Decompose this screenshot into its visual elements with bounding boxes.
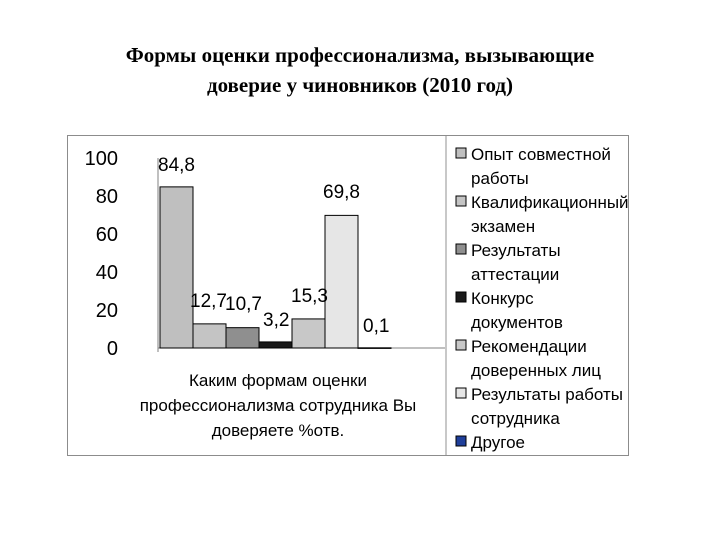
bar-3 bbox=[225, 327, 260, 349]
legend-swatch-7 bbox=[455, 435, 467, 447]
y-tick-label: 100 bbox=[85, 148, 118, 170]
legend-label: Квалификационный bbox=[471, 193, 628, 212]
bar-2 bbox=[192, 323, 227, 349]
data-label: 84,8 bbox=[158, 155, 195, 176]
y-tick-label: 0 bbox=[107, 338, 118, 360]
slide-title-line-1: Формы оценки профессионализма, вызывающи… bbox=[125, 43, 595, 67]
bar-4 bbox=[258, 341, 293, 349]
y-tick-label: 20 bbox=[96, 300, 118, 322]
data-label: 12,7 bbox=[190, 291, 227, 312]
legend-label: экзамен bbox=[471, 217, 535, 236]
x-axis-title-line: доверяете %отв. bbox=[212, 421, 345, 440]
legend-swatch-4 bbox=[455, 291, 467, 303]
legend-swatch-3 bbox=[455, 243, 467, 255]
bar-1 bbox=[159, 186, 194, 349]
chart-frame: 0 20 40 60 80 100 84,8 12,7 10,7 3,2 15,3 69,8 0,1 Ка… bbox=[67, 135, 629, 456]
legend-label: Результаты работы bbox=[471, 385, 623, 404]
legend-swatch-5 bbox=[455, 339, 467, 351]
legend-label: работы bbox=[471, 169, 529, 188]
slide-title: Формы оценки профессионализма, вызывающи… bbox=[40, 40, 680, 100]
x-axis-title-line: Каким формам оценки bbox=[189, 371, 367, 390]
legend-label: документов bbox=[471, 313, 563, 332]
x-axis-title-line: профессионализма сотрудника Вы bbox=[140, 396, 417, 415]
legend-label: Результаты bbox=[471, 241, 561, 260]
bar-chart: 0 20 40 60 80 100 84,8 12,710,73,215,3 69,8 0,1 Ка… bbox=[85, 136, 628, 455]
y-tick-label: 40 bbox=[96, 262, 118, 284]
slide-title-line-2: доверие у чиновников (2010 год) bbox=[206, 73, 514, 97]
data-label: 0,1 bbox=[363, 316, 389, 337]
legend-swatch-2 bbox=[455, 195, 467, 207]
legend-label: Рекомендации bbox=[471, 337, 587, 356]
legend-label: сотрудника bbox=[471, 409, 560, 428]
bar-5 bbox=[291, 318, 326, 349]
data-label: 69,8 bbox=[323, 182, 360, 203]
legend-label: аттестации bbox=[471, 265, 559, 284]
legend-label: доверенных лиц bbox=[471, 361, 601, 380]
legend-swatch-6 bbox=[455, 387, 467, 399]
legend-swatch-1 bbox=[455, 147, 467, 159]
y-tick-label: 80 bbox=[96, 186, 118, 208]
y-tick-label: 60 bbox=[96, 224, 118, 246]
legend-label: Опыт совместной bbox=[471, 145, 611, 164]
legend-label: Другое bbox=[471, 433, 525, 452]
legend-label: Конкурс bbox=[471, 289, 534, 308]
data-label: 3,2 bbox=[263, 310, 289, 331]
data-label: 10,7 bbox=[225, 294, 262, 315]
bar-6 bbox=[324, 214, 359, 349]
data-label: 15,3 bbox=[291, 286, 328, 307]
bar-7 bbox=[357, 347, 392, 349]
